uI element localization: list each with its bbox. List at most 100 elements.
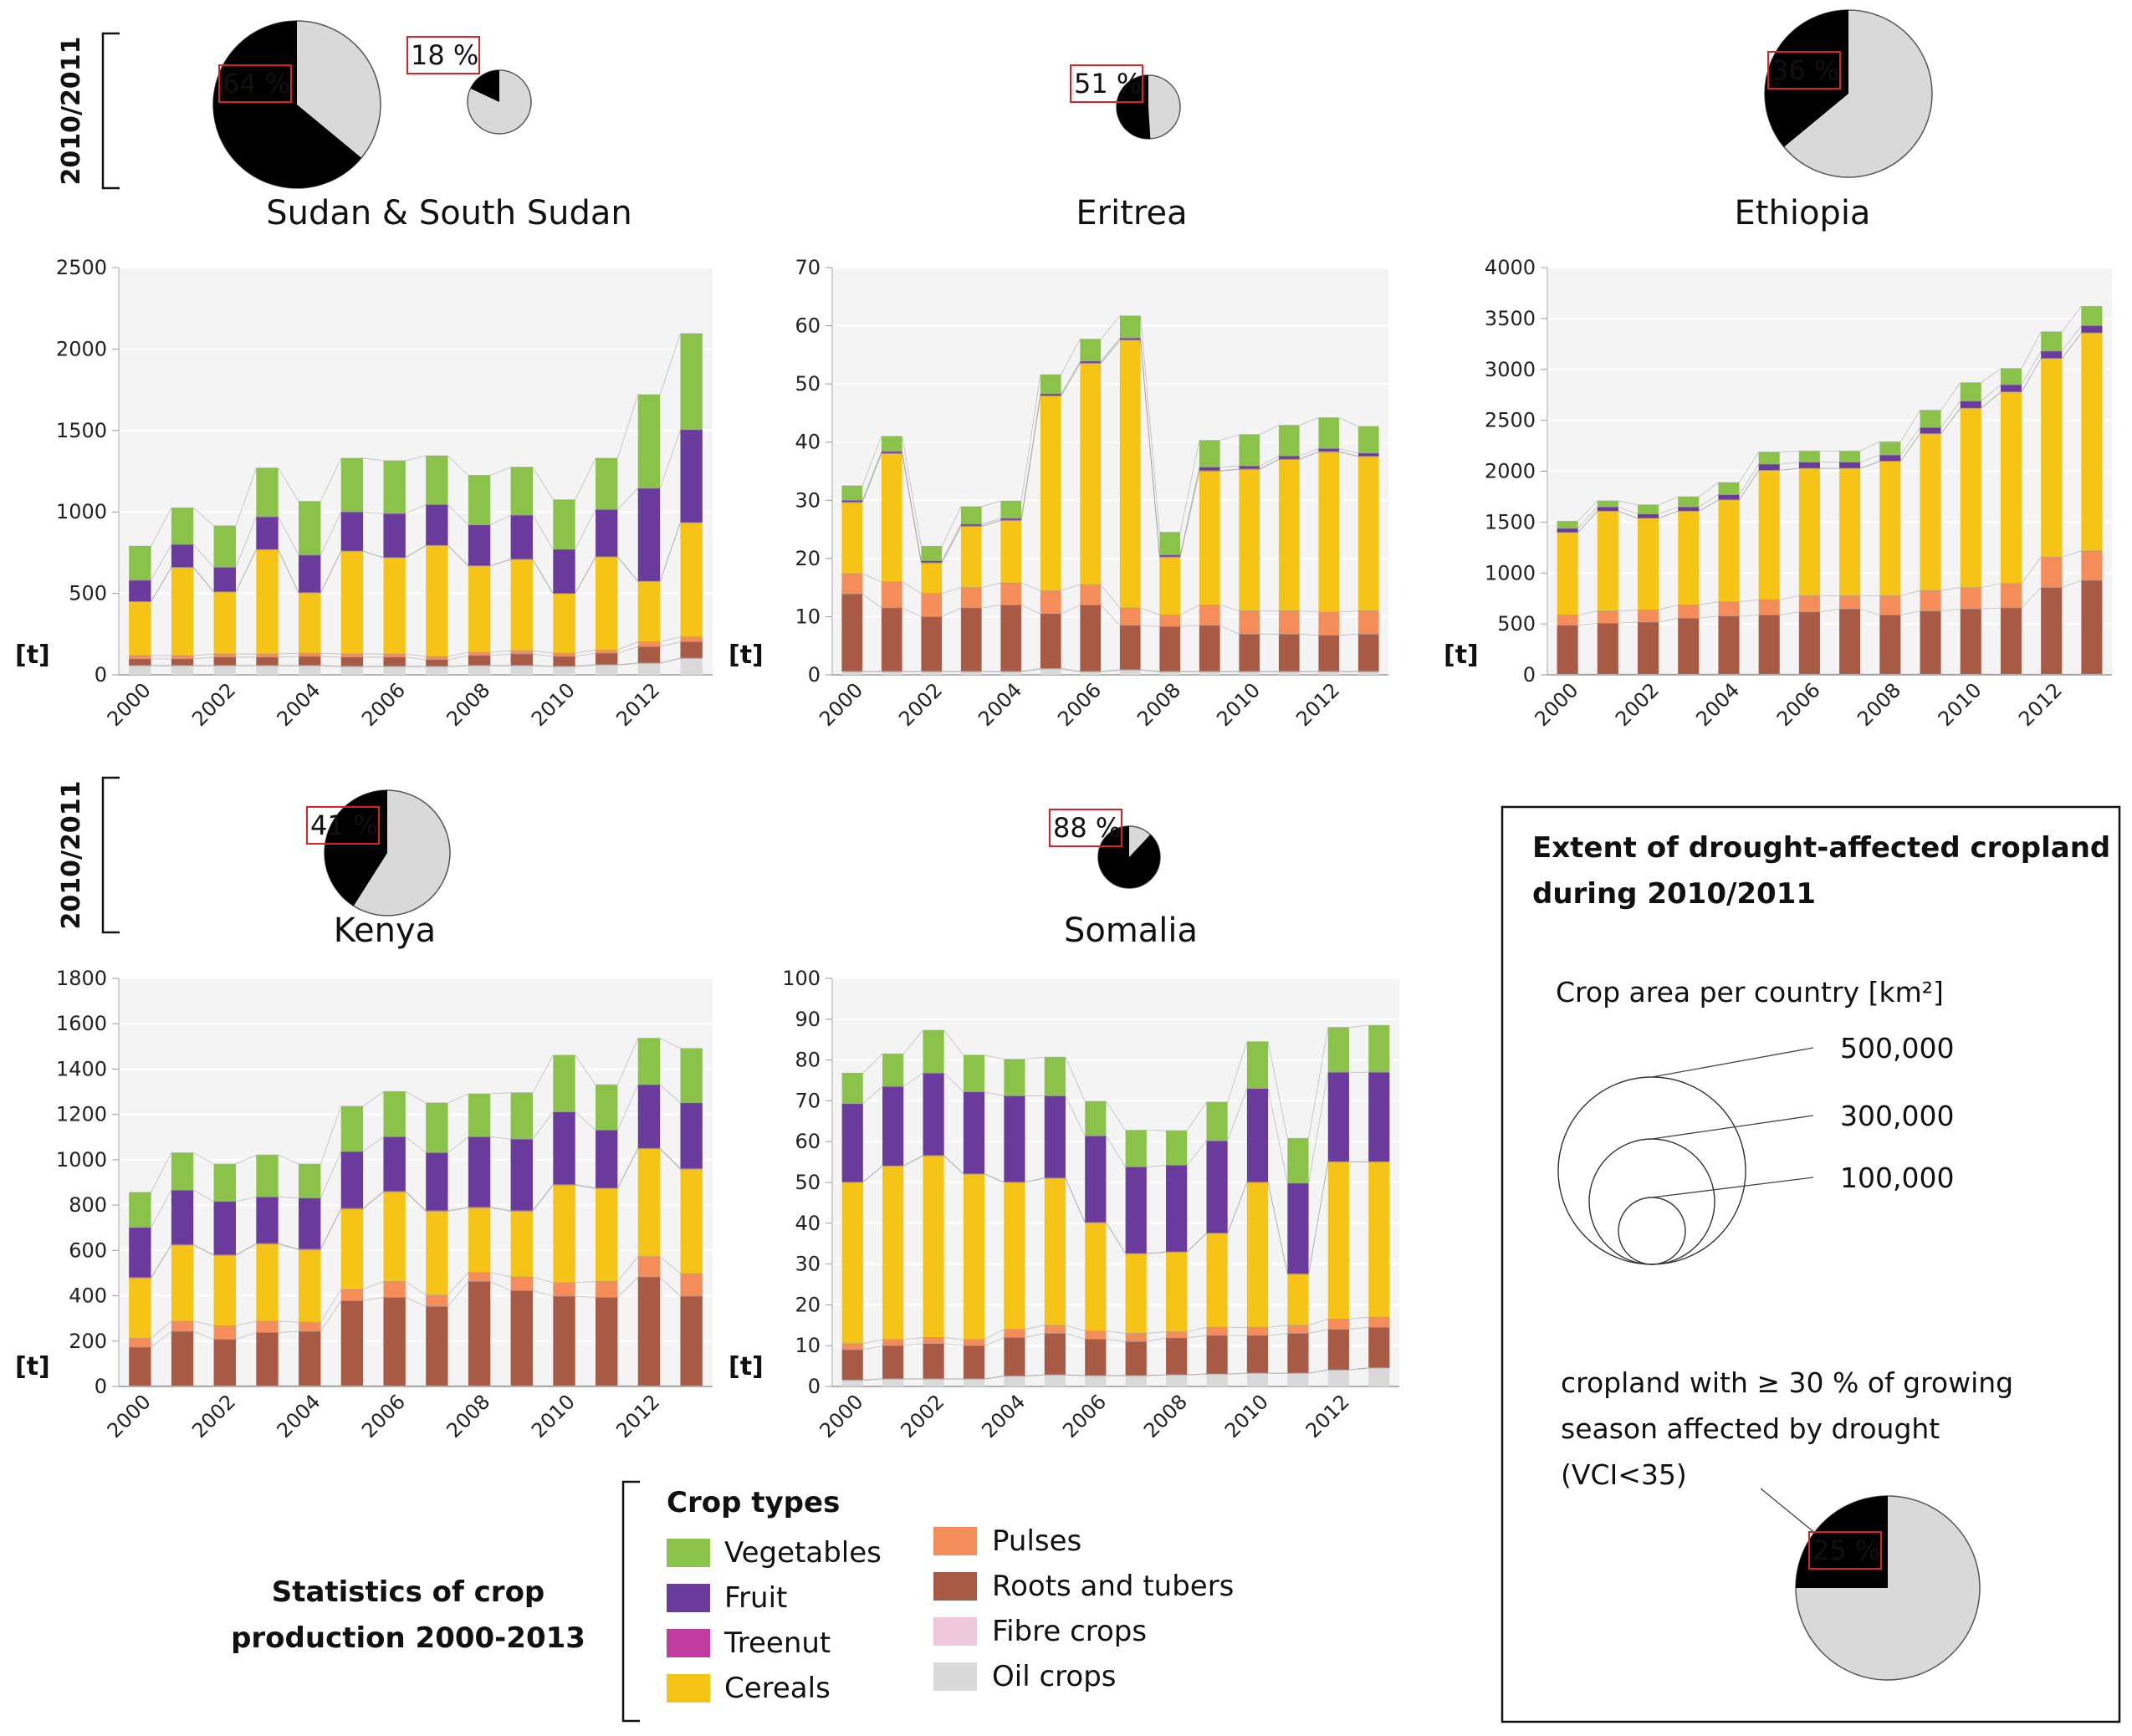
bar-cereals-2011 — [596, 557, 618, 651]
bar-vegetables-2005 — [1758, 452, 1780, 465]
series-connector — [129, 636, 703, 657]
bar-roots-and-tubers-2008 — [1879, 615, 1901, 675]
bar-fruit-2008 — [468, 1136, 491, 1208]
bar-pulses-2008 — [1879, 595, 1901, 615]
bar-vegetables-2012 — [637, 1038, 661, 1085]
example-pie-drought-slice — [1796, 1496, 1888, 1588]
bar-roots-and-tubers-2007 — [426, 1306, 448, 1386]
bar-oil-crops-2004 — [1004, 1376, 1025, 1386]
bar-roots-and-tubers-2000 — [841, 1350, 863, 1381]
series-connector — [129, 1256, 703, 1339]
bar-pulses-2007 — [1119, 607, 1141, 625]
chart-somalia: 0 10 20 30 40 50 60 70 80 90 100 [t] Somalia 2000 2002… — [729, 809, 1399, 1442]
bar-pulses-2013 — [680, 1273, 703, 1297]
bar-pulses-2011 — [1278, 610, 1300, 635]
bar-fruit-2008 — [1159, 554, 1181, 557]
bar-roots-and-tubers-2009 — [510, 654, 533, 666]
bar-cereals-2001 — [171, 1245, 194, 1321]
bar-vegetables-2007 — [426, 455, 448, 505]
bar-vegetables-2010 — [1960, 382, 1981, 401]
bar-cereals-2010 — [1239, 469, 1260, 611]
bar-cereals-2004 — [1718, 499, 1740, 602]
bar-fruit-2003 — [256, 1197, 279, 1243]
plot-area — [119, 978, 713, 1386]
y-tick-label: 1000 — [56, 1148, 107, 1172]
y-tick-label: 50 — [795, 372, 821, 396]
bar-roots-and-tubers-2004 — [299, 656, 321, 666]
bar-oil-crops-2011 — [596, 665, 618, 675]
bar-oil-crops-2011 — [1278, 671, 1300, 675]
stats-title-line1: Statistics of crop — [272, 1575, 545, 1609]
bar-fruit-2011 — [1287, 1182, 1309, 1274]
bar-fruit-2009 — [1199, 467, 1220, 471]
bar-fruit-2012 — [1318, 448, 1340, 452]
bar-fruit-2002 — [1638, 513, 1659, 518]
size-value-label: 100,000 — [1840, 1162, 1954, 1194]
bar-vegetables-2006 — [383, 1091, 406, 1137]
bar-fruit-2000 — [1557, 528, 1578, 533]
bar-pulses-2006 — [1080, 585, 1102, 605]
bar-cereals-2002 — [923, 1156, 944, 1338]
x-tick-label: 2010 — [527, 678, 580, 731]
legend-swatch-cereals — [667, 1674, 710, 1703]
bar-treenut-2012 — [637, 1148, 661, 1149]
bar-vegetables-2006 — [1080, 339, 1102, 362]
bar-vegetables-2013 — [1357, 426, 1379, 453]
y-tick-label: 90 — [795, 1008, 821, 1031]
crop-area-label: Crop area per country [km²] — [1556, 976, 1944, 1008]
series-connector — [841, 573, 1379, 615]
bar-roots-and-tubers-2010 — [1960, 609, 1981, 675]
bar-roots-and-tubers-2001 — [171, 658, 194, 666]
bar-fruit-2012 — [637, 488, 661, 581]
series-connector — [841, 593, 1379, 636]
x-tick-label: 2012 — [1291, 678, 1344, 731]
series-connector — [1557, 332, 2103, 534]
bar-vegetables-2003 — [256, 1155, 279, 1197]
bar-roots-and-tubers-2012 — [637, 646, 661, 663]
bar-pulses-2005 — [340, 654, 364, 657]
bar-roots-and-tubers-2005 — [340, 656, 364, 666]
series-connector — [129, 657, 703, 667]
bar-treenut-2009 — [510, 1210, 533, 1212]
bar-fruit-2006 — [383, 1136, 406, 1192]
bar-oil-crops-2010 — [1239, 671, 1260, 675]
bar-cereals-2008 — [468, 565, 491, 653]
y-tick-label: 400 — [69, 1284, 107, 1308]
bar-pulses-2007 — [426, 656, 448, 660]
bar-vegetables-2001 — [881, 436, 902, 452]
bar-roots-and-tubers-2007 — [1839, 609, 1861, 675]
bar-vegetables-2008 — [468, 475, 491, 525]
bar-pulses-2001 — [171, 656, 194, 659]
bar-fruit-2007 — [426, 504, 448, 546]
bar-pulses-2010 — [1246, 1327, 1269, 1335]
bar-roots-and-tubers-2010 — [553, 1296, 575, 1386]
bar-roots-and-tubers-2004 — [1718, 615, 1740, 675]
bar-pulses-2011 — [596, 650, 618, 654]
bar-cereals-2000 — [129, 601, 151, 656]
bar-roots-and-tubers-2000 — [841, 594, 863, 671]
bar-roots-and-tubers-2002 — [921, 616, 943, 671]
bar-pulses-2003 — [256, 1320, 279, 1333]
bar-vegetables-2009 — [1199, 440, 1220, 467]
bar-fruit-2005 — [1758, 464, 1780, 471]
bar-oil-crops-2013 — [680, 658, 703, 675]
bar-vegetables-2002 — [213, 1164, 236, 1202]
bar-vegetables-2004 — [1000, 500, 1022, 518]
bar-oil-crops-2006 — [1085, 1376, 1107, 1386]
bar-fruit-2004 — [1004, 1095, 1025, 1182]
bar-vegetables-2000 — [129, 1192, 151, 1228]
bar-roots-and-tubers-2009 — [1206, 1335, 1228, 1374]
bar-pulses-2002 — [213, 654, 236, 657]
bar-pulses-2011 — [1287, 1325, 1309, 1334]
bar-pulses-2006 — [383, 654, 406, 657]
bar-pulses-2005 — [1044, 1325, 1066, 1334]
bar-pulses-2011 — [596, 1281, 618, 1298]
bar-treenut-2002 — [213, 1254, 236, 1256]
bar-oil-crops-2004 — [1000, 671, 1022, 675]
chart3-0-pie-percent-label: 41 % — [310, 809, 378, 841]
bar-roots-and-tubers-2001 — [171, 1331, 194, 1386]
bar-roots-and-tubers-2008 — [1159, 626, 1181, 671]
bar-roots-and-tubers-2003 — [960, 607, 982, 671]
bar-vegetables-2010 — [1239, 434, 1260, 467]
bar-oil-crops-2009 — [1199, 671, 1220, 675]
